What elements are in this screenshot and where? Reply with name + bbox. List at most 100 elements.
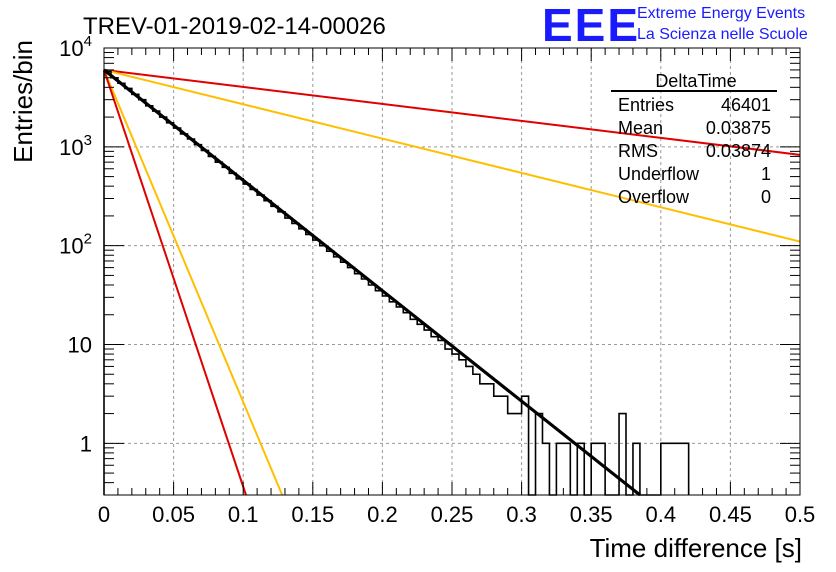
x-tick-label: 0.25 (431, 502, 474, 527)
stats-label: Mean (618, 118, 663, 138)
y-tick-label: 104 (59, 33, 92, 61)
histogram-bin (118, 83, 125, 495)
histogram-bin (292, 223, 299, 495)
histogram-bin (341, 262, 348, 495)
histogram-bin (160, 117, 167, 495)
histogram-bin (236, 179, 243, 495)
histogram-bin (424, 330, 431, 495)
x-tick-label: 0.3 (506, 502, 537, 527)
logo-line-2: La Scienza nelle Scuole (637, 26, 808, 43)
histogram-bin (215, 162, 222, 495)
histogram-bin (480, 384, 487, 495)
reference-line-1 (103, 68, 801, 156)
histogram-bin (278, 212, 285, 495)
stats-label: Entries (618, 95, 674, 115)
histogram-bin (501, 396, 508, 495)
stats-title: DeltaTime (655, 71, 736, 91)
histogram-bin (348, 268, 355, 495)
x-tick-label: 0.1 (228, 502, 259, 527)
histogram-bin (299, 229, 306, 495)
histogram-bin (494, 396, 501, 495)
histogram-bin (334, 257, 341, 495)
logo-line-1: Extreme Energy Events (637, 5, 805, 22)
histogram-bin (146, 106, 153, 495)
histogram-bin (167, 123, 174, 495)
histogram-bin (271, 206, 278, 495)
histogram-bin (417, 324, 424, 495)
stats-value: 46401 (721, 95, 771, 115)
reference-lines (103, 68, 801, 496)
histogram-bin (598, 443, 605, 495)
stats-box: DeltaTime Entries 46401 Mean 0.03875 RMS 0.038… (611, 71, 777, 207)
histogram-bin (355, 274, 362, 495)
y-tick-label: 10 (68, 332, 92, 357)
histogram-bin (661, 443, 668, 495)
histogram-bin (222, 167, 229, 495)
histogram-bin (320, 246, 327, 495)
x-axis-label: Time difference [s] (590, 533, 802, 563)
histogram-bin (536, 414, 543, 495)
histogram-bin (675, 443, 682, 495)
stats-label: Overflow (618, 187, 690, 207)
histogram-bin (264, 201, 271, 495)
reference-line-2 (103, 68, 801, 243)
histogram-bin (243, 184, 250, 495)
x-tick-label: 0.15 (291, 502, 334, 527)
histogram (103, 70, 690, 496)
histogram-bin (111, 78, 118, 495)
y-axis-label: Entries/bin (8, 40, 38, 163)
histogram-bin (153, 111, 160, 495)
reference-line-4 (103, 69, 247, 496)
reference-line-3 (103, 69, 284, 496)
histogram-bin (473, 374, 480, 495)
exponential-fit-line (103, 68, 641, 497)
histogram-bin (306, 234, 313, 495)
histogram-outline (103, 70, 690, 496)
histogram-bin (396, 307, 403, 495)
axes: 0 0.05 0.1 0.15 0.2 0.25 0.3 0.35 0.4 0.45 0.51101… (59, 33, 815, 527)
histogram-bin (633, 443, 640, 495)
histogram-bin (452, 354, 459, 495)
stats-label: RMS (618, 141, 658, 161)
histogram-bin (194, 145, 201, 495)
x-tick-label: 0.45 (709, 502, 752, 527)
logo-mark: EEE (542, 0, 640, 51)
histogram-bin (682, 443, 689, 495)
histogram-bin (487, 384, 494, 495)
histogram-bin (327, 251, 334, 495)
histogram-bin (466, 366, 473, 495)
x-tick-label: 0.05 (152, 502, 195, 527)
histogram-bin (285, 218, 292, 495)
grid (104, 48, 800, 495)
histogram-bin (389, 302, 396, 495)
histogram-bin (563, 443, 570, 495)
histogram-bin (431, 337, 438, 495)
x-tick-label: 0 (98, 502, 110, 527)
histogram-bin (522, 396, 529, 495)
histogram-bin (188, 139, 195, 495)
histogram-bin (542, 443, 549, 495)
histogram-bin (368, 285, 375, 495)
x-tick-label: 0.2 (367, 502, 398, 527)
histogram-bin (174, 128, 181, 495)
histogram-bin (104, 71, 111, 495)
histogram-bin (556, 443, 563, 495)
histogram-bin (445, 349, 452, 495)
histogram-bin (438, 340, 445, 495)
histogram-bin (313, 240, 320, 495)
histogram-bin (508, 414, 515, 495)
eee-logo: EEE Extreme Energy Events La Scienza nel… (542, 0, 808, 51)
histogram-bin (459, 360, 466, 495)
histogram-bin (362, 279, 369, 495)
y-tick-label: 102 (59, 231, 92, 259)
y-tick-label: 1 (80, 431, 92, 456)
histogram-bin (410, 319, 417, 495)
histogram-bin (250, 190, 257, 495)
x-tick-label: 0.4 (646, 502, 677, 527)
chart-title: TREV-01-2019-02-14-00026 (83, 13, 386, 40)
fit-line (103, 68, 641, 497)
histogram-bin (515, 414, 522, 495)
stats-value: 0.03874 (706, 141, 771, 161)
histogram-bin (403, 313, 410, 495)
